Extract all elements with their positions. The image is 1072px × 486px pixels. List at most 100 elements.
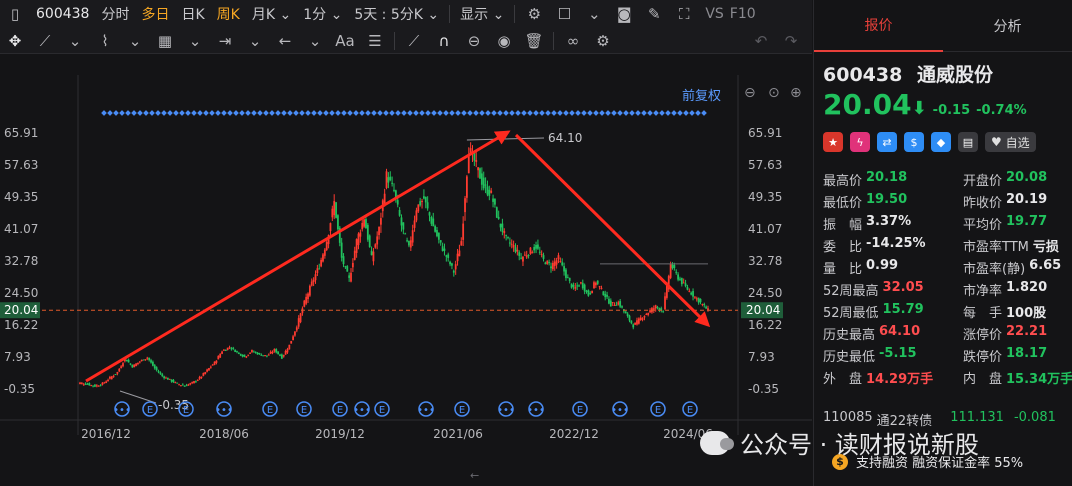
f10-button[interactable]: F10 [729,5,756,22]
trash-icon[interactable]: 🗑 [524,31,544,50]
kline-chart-area[interactable]: 65.91 65.91 57.63 57.63 49.35 49.35 41.07 41.07… [0,55,812,486]
candle-body [344,266,347,268]
chevron-down-icon[interactable]: ⌄ [128,31,142,50]
period-tab-week[interactable]: 周K [216,6,240,23]
candle-body [346,266,349,272]
tab-analysis[interactable]: 分析 [993,19,1022,35]
hot-icon[interactable]: ϟ [850,132,870,152]
event-icon [418,401,434,417]
y-tick-label-right: 41.07 [748,222,782,236]
bond-price: 111.131 [950,410,1004,425]
line-tool-icon[interactable]: ⟋ [39,31,51,50]
bond-change: -0.081 [1013,410,1056,425]
arrow-left-icon[interactable]: ← [278,31,292,50]
fib-tool-icon[interactable]: ▦ [157,31,173,50]
quote-label: 振 幅 [823,218,863,233]
x-tick-label: 2021/06 [433,427,483,441]
document-icon[interactable]: ▤ [958,132,978,152]
kline-chart[interactable]: 65.91 65.91 57.63 57.63 49.35 49.35 41.07 41.07… [0,55,812,486]
event-marker [587,110,593,116]
event-icon-glyph: E [337,405,343,416]
range-tool-icon[interactable]: ⇥ [218,31,232,50]
swap-icon[interactable]: ⇄ [877,132,897,152]
period-tab-1min[interactable]: 1分 ⌄ [303,6,343,23]
period-tab-month[interactable]: 月K ⌄ [251,6,292,23]
margin-info[interactable]: $ 支持融资 融资保证金率 55% [832,452,1023,471]
vs-button[interactable]: VS [705,5,724,22]
fullscreen-icon[interactable]: ⛶ [679,4,690,23]
event-marker [305,110,311,116]
redo-icon[interactable]: ↷ [784,31,798,50]
square-icon[interactable]: ☐ [557,4,572,23]
candle-body [269,351,272,354]
fq-label[interactable]: 前复权 [682,89,722,104]
lock-icon[interactable]: ⊖ [467,31,481,50]
tab-quote[interactable]: 报价 [814,0,943,52]
chevron-down-icon[interactable]: ⌄ [248,31,262,50]
event-icon-glyph: ••• [353,405,371,416]
magnet-icon[interactable]: ∩ [438,31,450,50]
candle-body [531,252,534,254]
link-icon[interactable]: ∞ [566,31,580,50]
candle-body [423,196,425,199]
quote-cell: 每 手 100股 [963,302,1072,324]
candle-body [165,377,167,379]
candle-body [329,223,332,232]
candle-body [406,240,408,242]
period-tab-day[interactable]: 日K [181,6,205,23]
event-icon-glyph: E [267,405,273,416]
gear-icon[interactable]: ⚙ [527,4,542,23]
camera-icon[interactable]: ◙ [617,4,632,23]
undo-icon[interactable]: ↶ [754,31,768,50]
polyline-tool-icon[interactable]: ⌇ [101,31,109,50]
x-tick-label: 2022/12 [549,427,599,441]
ruler-icon[interactable]: ⟋ [408,31,420,50]
candle-body [583,284,586,292]
settings-icon[interactable]: ⚙ [596,31,610,50]
tag-icon[interactable]: ◆ [931,132,951,152]
add-watchlist-button[interactable]: ♥ 自选 [985,132,1036,152]
event-marker [221,110,227,116]
reset-icon[interactable]: ⊙ [768,85,780,101]
move-icon[interactable]: ✥ [8,31,22,50]
pencil-icon[interactable]: ✎ [648,4,661,23]
candle-body [372,251,375,262]
event-marker [209,110,215,116]
event-marker [203,110,209,116]
candle-body [443,248,446,251]
text-tool-icon[interactable]: Aa [335,31,355,50]
dollar-icon[interactable]: $ [904,132,924,152]
quote-value: 20.19 [1006,192,1048,207]
candle-body [636,320,638,325]
zoom-out-icon[interactable]: ⊖ [744,85,756,101]
chevron-down-icon[interactable]: ⌄ [188,31,202,50]
candle-body [411,230,414,243]
candle-body [441,246,444,251]
sidebar-toggle-icon[interactable]: ▯ [10,4,20,23]
candle-body [645,314,648,316]
quote-label: 52周最高 [823,284,879,299]
quote-cell: 52周最高 32.05 [823,280,963,302]
zoom-in-icon[interactable]: ⊕ [790,85,802,101]
candle-body [365,219,367,229]
event-marker [551,110,557,116]
note-icon[interactable]: ☰ [368,31,382,50]
event-marker [323,110,329,116]
candle-body [351,262,354,268]
convertible-bond-row[interactable]: 110085 通22转债 111.131 -0.081 [823,410,1072,429]
china-flag-icon[interactable]: ★ [823,132,843,152]
period-tab-5day[interactable]: 5天 : 5分K ⌄ [354,6,440,23]
candle-body [576,285,579,287]
period-tab-fenshi[interactable]: 分时 [101,6,130,23]
candle-body [514,247,517,252]
chevron-down-icon[interactable]: ⌄ [308,31,322,50]
candle-body [374,244,377,248]
y-tick-label-left: 65.91 [4,126,38,140]
period-tab-duori[interactable]: 多日 [141,6,170,23]
candle-body [94,384,96,387]
chevron-down-icon[interactable]: ⌄ [588,4,601,23]
display-dropdown[interactable]: 显示 ⌄ [460,6,505,23]
eye-icon[interactable]: ◉ [497,31,511,50]
event-icon [216,401,232,417]
chevron-down-icon[interactable]: ⌄ [68,31,82,50]
